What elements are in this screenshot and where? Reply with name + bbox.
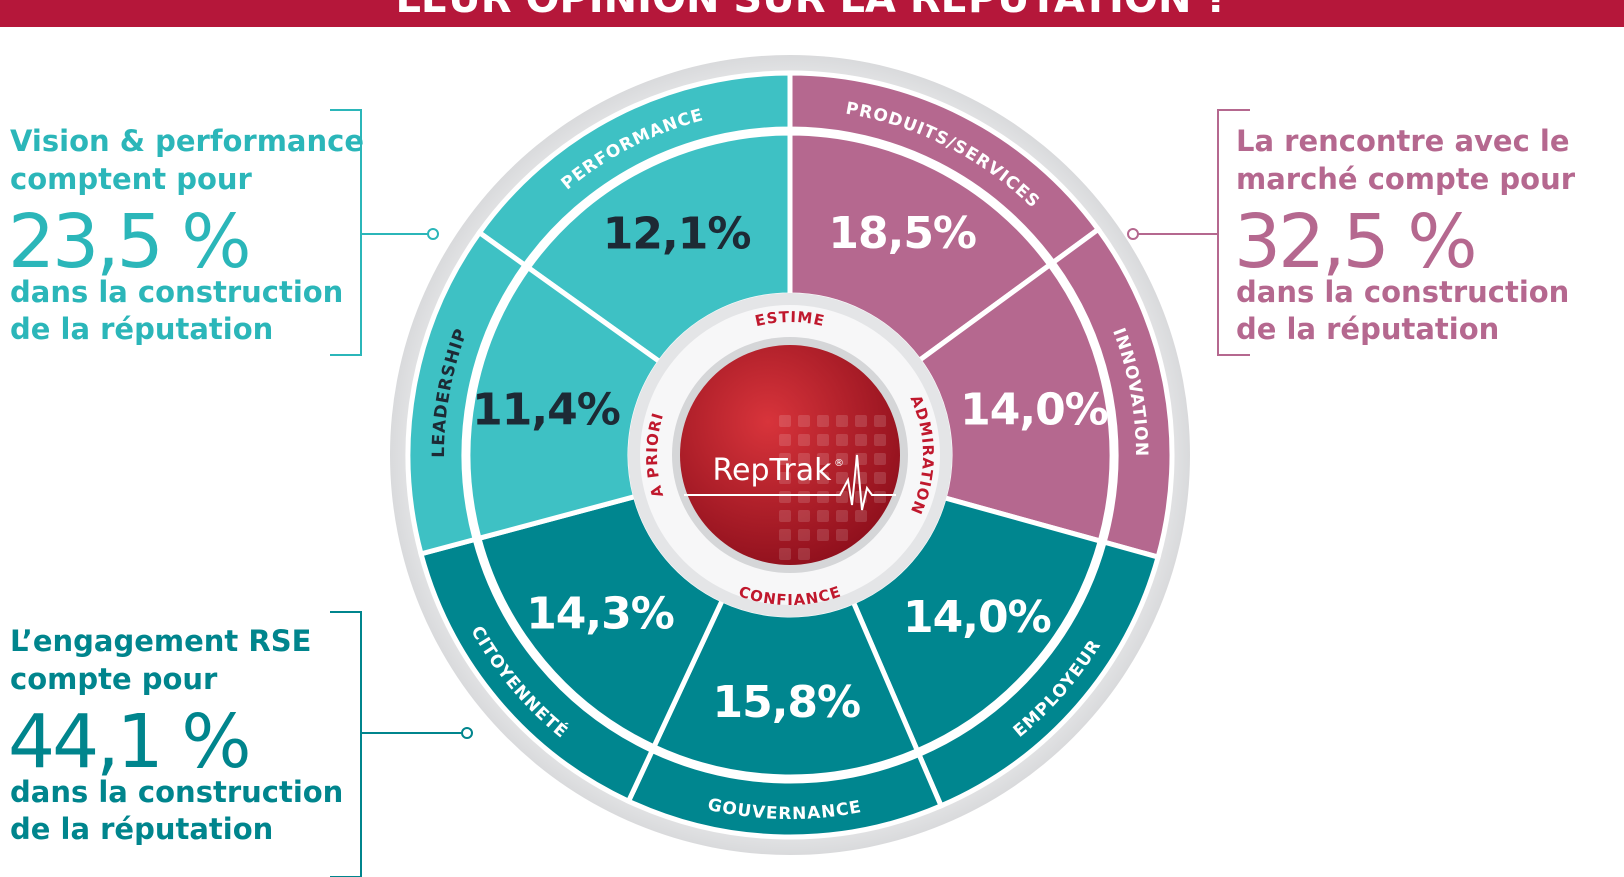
connector-dot (428, 229, 438, 239)
core-pattern (798, 510, 810, 522)
callout-line: de la réputation (10, 812, 273, 846)
core-pattern (779, 510, 791, 522)
core-pattern (817, 529, 829, 541)
segment-value: 18,5% (828, 208, 976, 259)
callout-line: marché compte pour (1236, 162, 1576, 196)
core-pattern (836, 529, 848, 541)
callout-line: de la réputation (10, 312, 273, 346)
core-pattern (874, 472, 886, 484)
segment-value: 11,4% (472, 385, 620, 436)
core-pattern (798, 415, 810, 427)
callout-line: L’engagement RSE (10, 624, 311, 658)
connector-dot (462, 728, 472, 738)
core-pattern (817, 510, 829, 522)
core-pattern (798, 491, 810, 503)
core-pattern (817, 415, 829, 427)
core-pattern (836, 434, 848, 446)
segment-value: 15,8% (712, 677, 860, 728)
header-title: LEUR OPINION SUR LA RÉPUTATION ? (395, 0, 1228, 22)
brand-mark: ® (834, 458, 844, 469)
core-pattern (798, 548, 810, 560)
core-pattern (817, 434, 829, 446)
core-pattern (798, 434, 810, 446)
core-pattern (779, 434, 791, 446)
callout-line: dans la construction (10, 775, 343, 809)
callout-line: compte pour (10, 662, 218, 696)
callout-share: 44,1 % (8, 699, 249, 785)
segment-value: 14,0% (960, 384, 1108, 435)
infographic: LEUR OPINION SUR LA RÉPUTATION ? PERFORM… (0, 0, 1624, 877)
brand: RepTrak (712, 453, 832, 488)
callout-line: comptent pour (10, 162, 253, 196)
core-pattern (817, 491, 829, 503)
core-pattern (874, 491, 886, 503)
core-pattern (836, 415, 848, 427)
callout-share: 32,5 % (1234, 199, 1475, 285)
segment-value: 12,1% (603, 208, 751, 259)
callout-line: Vision & performance (10, 124, 364, 158)
bracket (330, 612, 361, 877)
segment-value: 14,3% (526, 588, 674, 639)
core-pattern (779, 491, 791, 503)
callout-line: de la réputation (1236, 312, 1499, 346)
core-pattern (874, 453, 886, 465)
callout-line: dans la construction (1236, 275, 1569, 309)
callout-share: 23,5 % (8, 199, 249, 285)
callout-line: La rencontre avec le (1236, 124, 1570, 158)
core-pattern (779, 529, 791, 541)
core-pattern (779, 415, 791, 427)
core-pattern (855, 434, 867, 446)
core-pattern (855, 510, 867, 522)
core-pattern (836, 510, 848, 522)
core-pattern (855, 472, 867, 484)
core-pattern (874, 434, 886, 446)
core-pattern (798, 529, 810, 541)
callout-line: dans la construction (10, 275, 343, 309)
connector-dot (1128, 229, 1138, 239)
core-pattern (779, 548, 791, 560)
core-pattern (855, 415, 867, 427)
segment-value: 14,0% (903, 592, 1051, 643)
core-pattern (874, 415, 886, 427)
